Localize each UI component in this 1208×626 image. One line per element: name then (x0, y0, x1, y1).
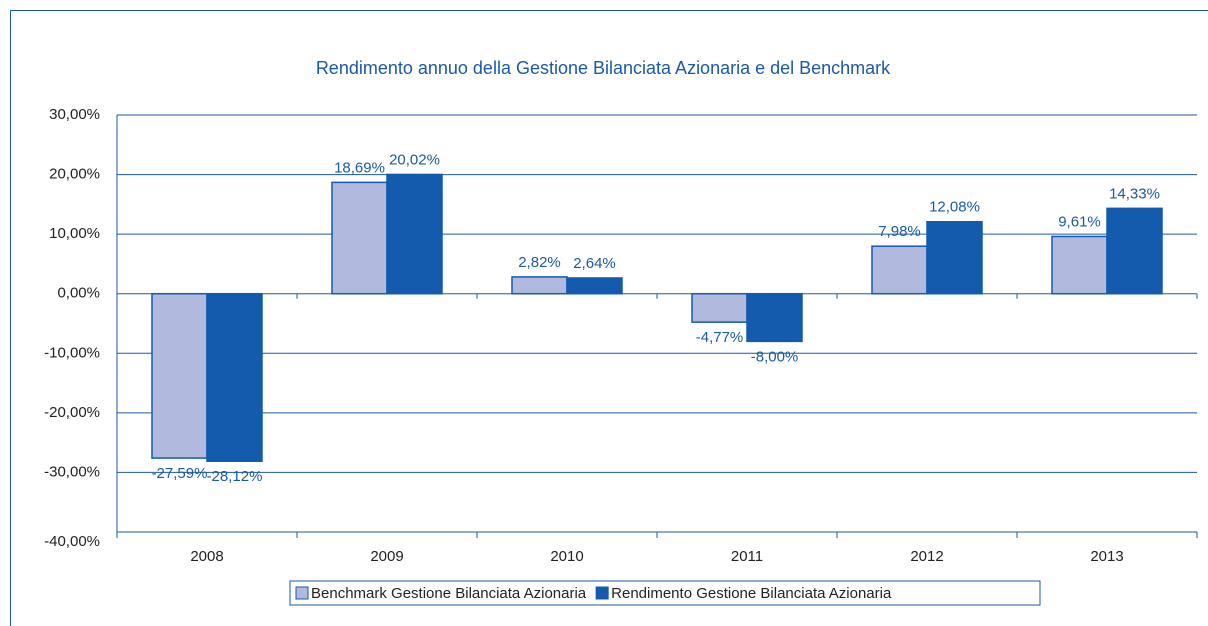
x-tick-label: 2009 (370, 548, 403, 565)
bar (926, 221, 983, 295)
value-label: 18,69% (334, 159, 385, 176)
bar (1051, 235, 1108, 295)
value-label: -27,59% (152, 465, 208, 482)
bar (206, 292, 263, 462)
y-tick-label: 0,00% (57, 285, 100, 302)
bar (386, 173, 443, 295)
legend-swatch (295, 586, 309, 600)
legend-swatch (595, 586, 609, 600)
value-label: -28,12% (207, 468, 263, 485)
y-tick-label: 30,00% (49, 106, 100, 123)
chart-title: Rendimento annuo della Gestione Bilancia… (316, 58, 891, 78)
x-tick-label: 2011 (731, 548, 763, 565)
bar (871, 245, 928, 295)
y-tick-label: -10,00% (44, 344, 100, 361)
value-label: 14,33% (1109, 185, 1160, 202)
y-tick-label: 10,00% (49, 225, 100, 242)
value-label: -4,77% (696, 329, 744, 346)
y-tick-label: -40,00% (44, 533, 100, 550)
y-tick-label: -30,00% (44, 463, 100, 480)
legend-label: Rendimento Gestione Bilanciata Azionaria (611, 585, 892, 602)
value-label: 20,02% (389, 151, 440, 168)
bar (151, 292, 208, 459)
value-label: 2,64% (573, 255, 616, 272)
value-label: -8,00% (751, 348, 799, 365)
bar (331, 181, 388, 295)
bar (511, 276, 568, 295)
x-tick-label: 2012 (910, 548, 943, 565)
bar (691, 292, 748, 323)
value-label: 12,08% (929, 199, 980, 216)
frame (10, 10, 1208, 626)
x-tick-label: 2013 (1090, 548, 1123, 565)
value-label: 2,82% (518, 254, 561, 271)
value-label: 7,98% (878, 223, 921, 240)
bar (566, 277, 623, 295)
x-tick-label: 2010 (550, 548, 583, 565)
legend-box (289, 580, 1041, 606)
value-label: 9,61% (1058, 213, 1101, 230)
legend-label: Benchmark Gestione Bilanciata Azionaria (311, 585, 587, 602)
bar (1106, 207, 1163, 295)
bar (746, 292, 803, 343)
y-tick-label: -20,00% (44, 404, 100, 421)
y-tick-label: 20,00% (49, 166, 100, 183)
x-tick-label: 2008 (190, 548, 223, 565)
